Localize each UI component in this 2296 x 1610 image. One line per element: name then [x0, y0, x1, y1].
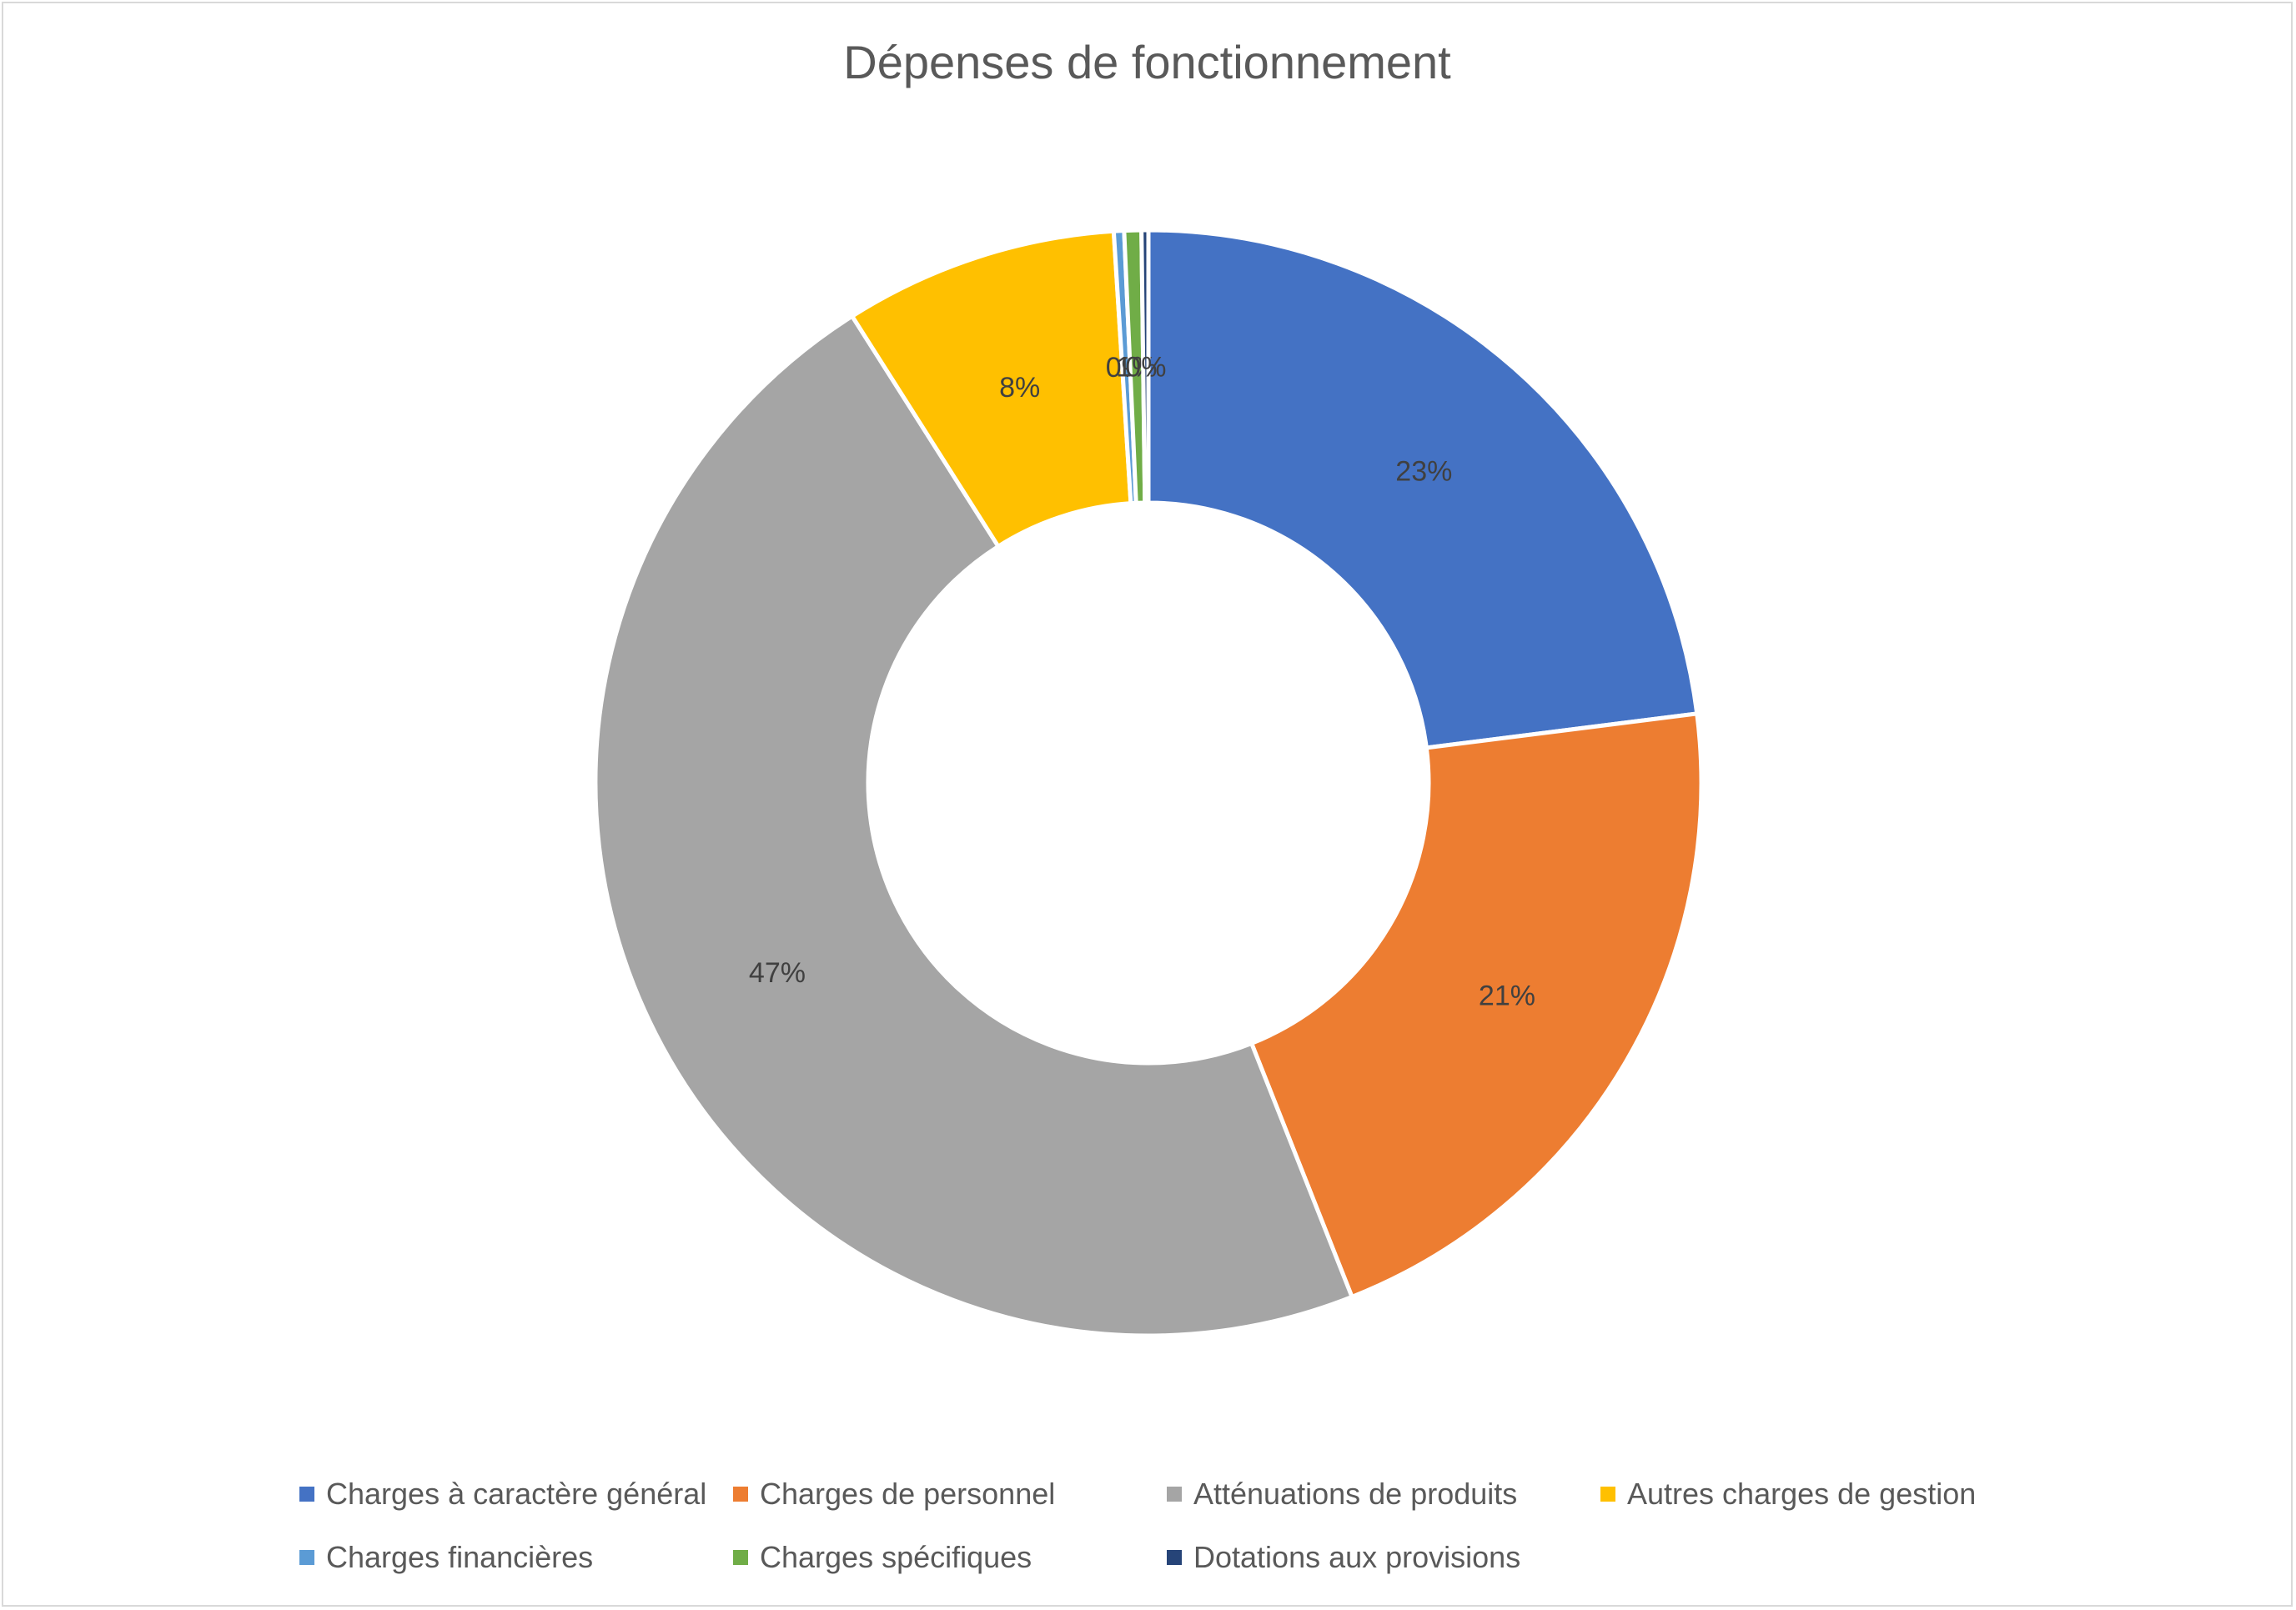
legend-item-charges-specifiques: Charges spécifiques	[733, 1539, 1167, 1576]
legend-item-charges-a-caractere-general: Charges à caractère général	[299, 1476, 733, 1512]
legend-swatch	[1167, 1550, 1182, 1565]
data-label-charges-a-caractere-general: 23%	[1395, 455, 1452, 487]
donut-slice-charges-de-personnel	[1248, 711, 1704, 1300]
donut-slice-attenuations-de-produits	[593, 313, 1355, 1338]
legend-swatch	[299, 1487, 314, 1502]
legend-swatch	[1167, 1487, 1182, 1502]
legend-label: Autres charges de gestion	[1627, 1477, 1977, 1511]
data-label-attenuations-de-produits: 47%	[749, 957, 806, 989]
chart-legend: Charges à caractère général Charges de pe…	[299, 1476, 2051, 1576]
data-label-charges-de-personnel: 21%	[1479, 980, 1535, 1011]
legend-item-dotations-aux-provisions: Dotations aux provisions	[1167, 1539, 1600, 1576]
legend-label: Charges à caractère général	[326, 1477, 707, 1511]
donut-chart: 23%21%47%8%0%1%0%	[593, 228, 1704, 1338]
legend-label: Atténuations de produits	[1193, 1477, 1518, 1511]
legend-item-charges-financieres: Charges financières	[299, 1539, 733, 1576]
legend-item-attenuations-de-produits: Atténuations de produits	[1167, 1476, 1600, 1512]
donut-slice-dotations-aux-provisions	[1139, 228, 1151, 505]
chart-title: Dépenses de fonctionnement	[843, 36, 1451, 88]
legend-swatch	[733, 1550, 748, 1565]
donut-slice-charges-a-caractere-general	[1146, 228, 1700, 750]
legend-swatch	[299, 1550, 314, 1565]
legend-label: Charges de personnel	[760, 1477, 1056, 1511]
legend-label: Charges financières	[326, 1540, 594, 1574]
legend-item-autres-charges-de-gestion: Autres charges de gestion	[1600, 1476, 2034, 1512]
data-label-autres-charges-de-gestion: 8%	[999, 372, 1040, 404]
legend-swatch	[733, 1487, 748, 1502]
legend-label: Dotations aux provisions	[1193, 1540, 1521, 1574]
data-label-dotations-aux-provisions: 0%	[1125, 352, 1166, 384]
legend-item-charges-de-personnel: Charges de personnel	[733, 1476, 1167, 1512]
legend-swatch	[1600, 1487, 1615, 1502]
legend-label: Charges spécifiques	[760, 1540, 1032, 1574]
